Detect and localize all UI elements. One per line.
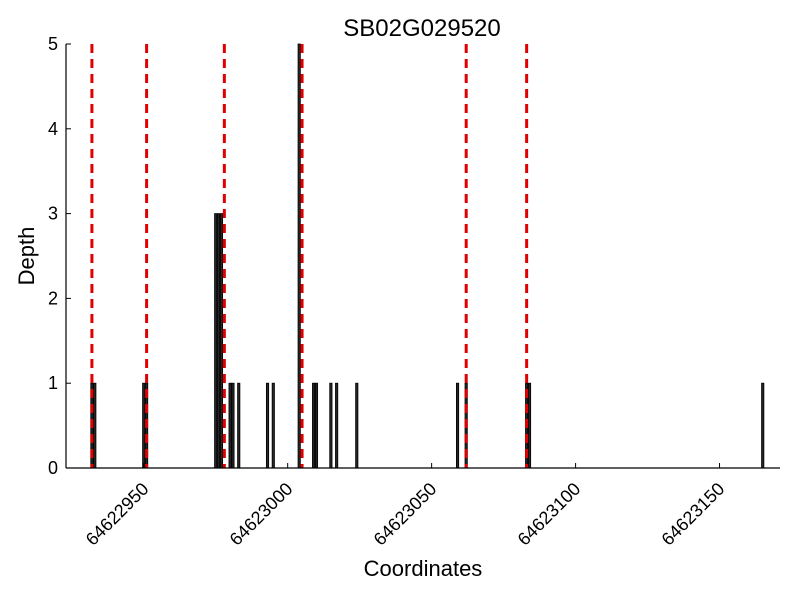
depth-bar	[142, 382, 146, 469]
depth-bar	[214, 213, 218, 469]
y-tick-label: 4	[48, 119, 58, 139]
bars-layer	[90, 43, 765, 469]
depth-bar	[217, 213, 221, 469]
depth-bar	[527, 382, 532, 469]
y-tick-label: 3	[48, 204, 58, 224]
depth-bar	[265, 382, 270, 469]
x-tick-label: 64622950	[82, 479, 153, 550]
y-axis-label: Depth	[14, 227, 39, 286]
depth-bar	[231, 382, 235, 469]
axes-layer	[65, 44, 780, 469]
depth-bar	[335, 382, 339, 469]
y-tick-label: 2	[48, 288, 58, 308]
depth-bar	[329, 382, 333, 469]
y-ticks: 0 1 2 3 4 5	[48, 34, 71, 478]
depth-bar	[271, 382, 275, 469]
depth-bar	[455, 382, 460, 469]
x-tick-label: 64623100	[514, 479, 585, 550]
x-tick-label: 64623050	[370, 479, 441, 550]
y-tick-label: 5	[48, 34, 58, 54]
depth-bar	[355, 382, 359, 469]
depth-bar	[312, 382, 316, 469]
x-ticks: 64622950 64623000 64623050 64623100 64623150	[82, 463, 729, 550]
depth-bar	[93, 382, 97, 469]
depth-bar	[237, 382, 241, 469]
x-tick-label: 64623150	[658, 479, 729, 550]
x-axis-label: Coordinates	[364, 556, 483, 581]
y-tick-label: 0	[48, 458, 58, 478]
reference-lines-layer	[90, 44, 529, 468]
depth-bar	[297, 43, 301, 469]
x-tick-label: 64623000	[226, 479, 297, 550]
depth-bar	[314, 382, 319, 469]
chart-title: SB02G029520	[343, 15, 500, 42]
depth-bar	[219, 213, 224, 469]
y-tick-label: 1	[48, 373, 58, 393]
depth-bar	[761, 382, 765, 469]
depth-bar	[228, 382, 232, 469]
